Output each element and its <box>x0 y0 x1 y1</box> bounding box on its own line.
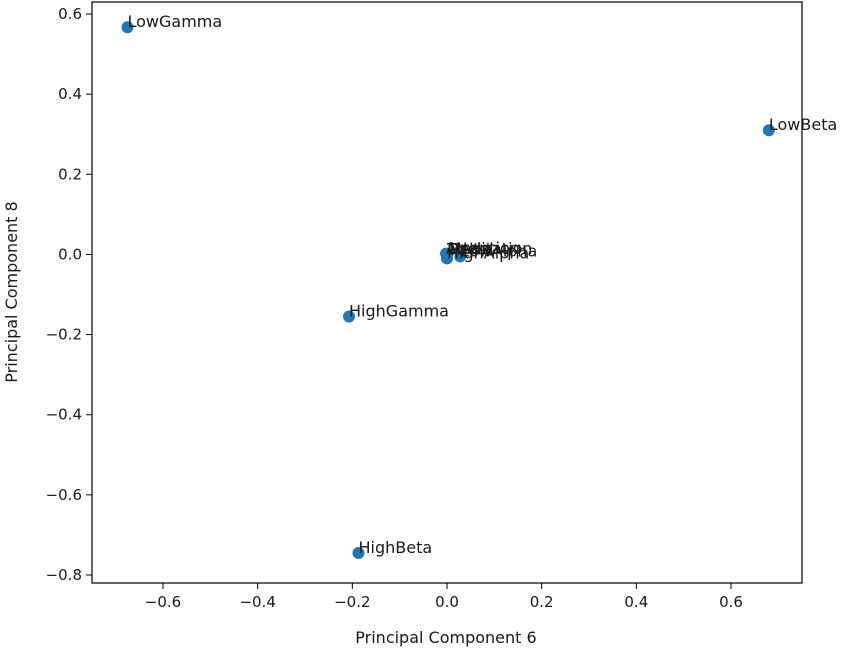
y-tick-label: 0.6 <box>58 5 82 23</box>
data-point-label: HighGamma <box>349 302 449 321</box>
y-tick-label: −0.8 <box>46 566 82 584</box>
x-tick-label: −0.2 <box>334 593 370 611</box>
data-point-label: LowBeta <box>769 115 837 134</box>
y-tick-label: 0.2 <box>58 165 82 183</box>
data-points <box>121 21 775 559</box>
data-point <box>441 248 454 261</box>
data-point-label: LowAlpha <box>460 241 537 260</box>
data-point-label: HighBeta <box>358 538 432 557</box>
x-axis-label: Principal Component 6 <box>355 628 536 647</box>
data-point-label: Attention <box>446 239 520 258</box>
x-tick-label: 0.2 <box>530 593 554 611</box>
y-tick-label: 0.0 <box>58 245 82 263</box>
y-tick-label: 0.4 <box>58 85 82 103</box>
data-point <box>343 310 356 323</box>
y-tick-label: −0.4 <box>46 406 82 424</box>
data-point-label: Meditation <box>447 239 532 258</box>
y-tick-label: −0.2 <box>46 326 82 344</box>
y-tick-label: −0.6 <box>46 486 82 504</box>
x-tick-label: 0.0 <box>435 593 459 611</box>
data-point-label: Theta <box>446 239 493 258</box>
data-point <box>352 546 365 559</box>
x-tick-label: 0.4 <box>624 593 648 611</box>
y-axis-ticks: 0.6 0.4 0.2 0.0 −0.2 −0.4 −0.6 −0.8 <box>46 5 92 584</box>
data-point <box>454 250 467 263</box>
data-point-label: HighAlpha <box>447 243 529 262</box>
y-axis-label: Principal Component 8 <box>2 201 21 382</box>
x-tick-label: −0.6 <box>145 593 181 611</box>
x-tick-label: −0.4 <box>239 593 275 611</box>
x-axis-ticks: −0.6 −0.4 −0.2 0.0 0.2 0.4 0.6 <box>145 583 743 611</box>
data-point <box>762 124 775 137</box>
data-point <box>121 21 134 34</box>
x-tick-label: 0.6 <box>719 593 743 611</box>
data-point-label: LowGamma <box>128 12 223 31</box>
data-point-labels: LowGamma LowBeta HighGamma HighBeta HighAlph… <box>128 12 838 557</box>
data-point-label: Delta <box>447 239 490 258</box>
plot-area <box>91 1 803 584</box>
